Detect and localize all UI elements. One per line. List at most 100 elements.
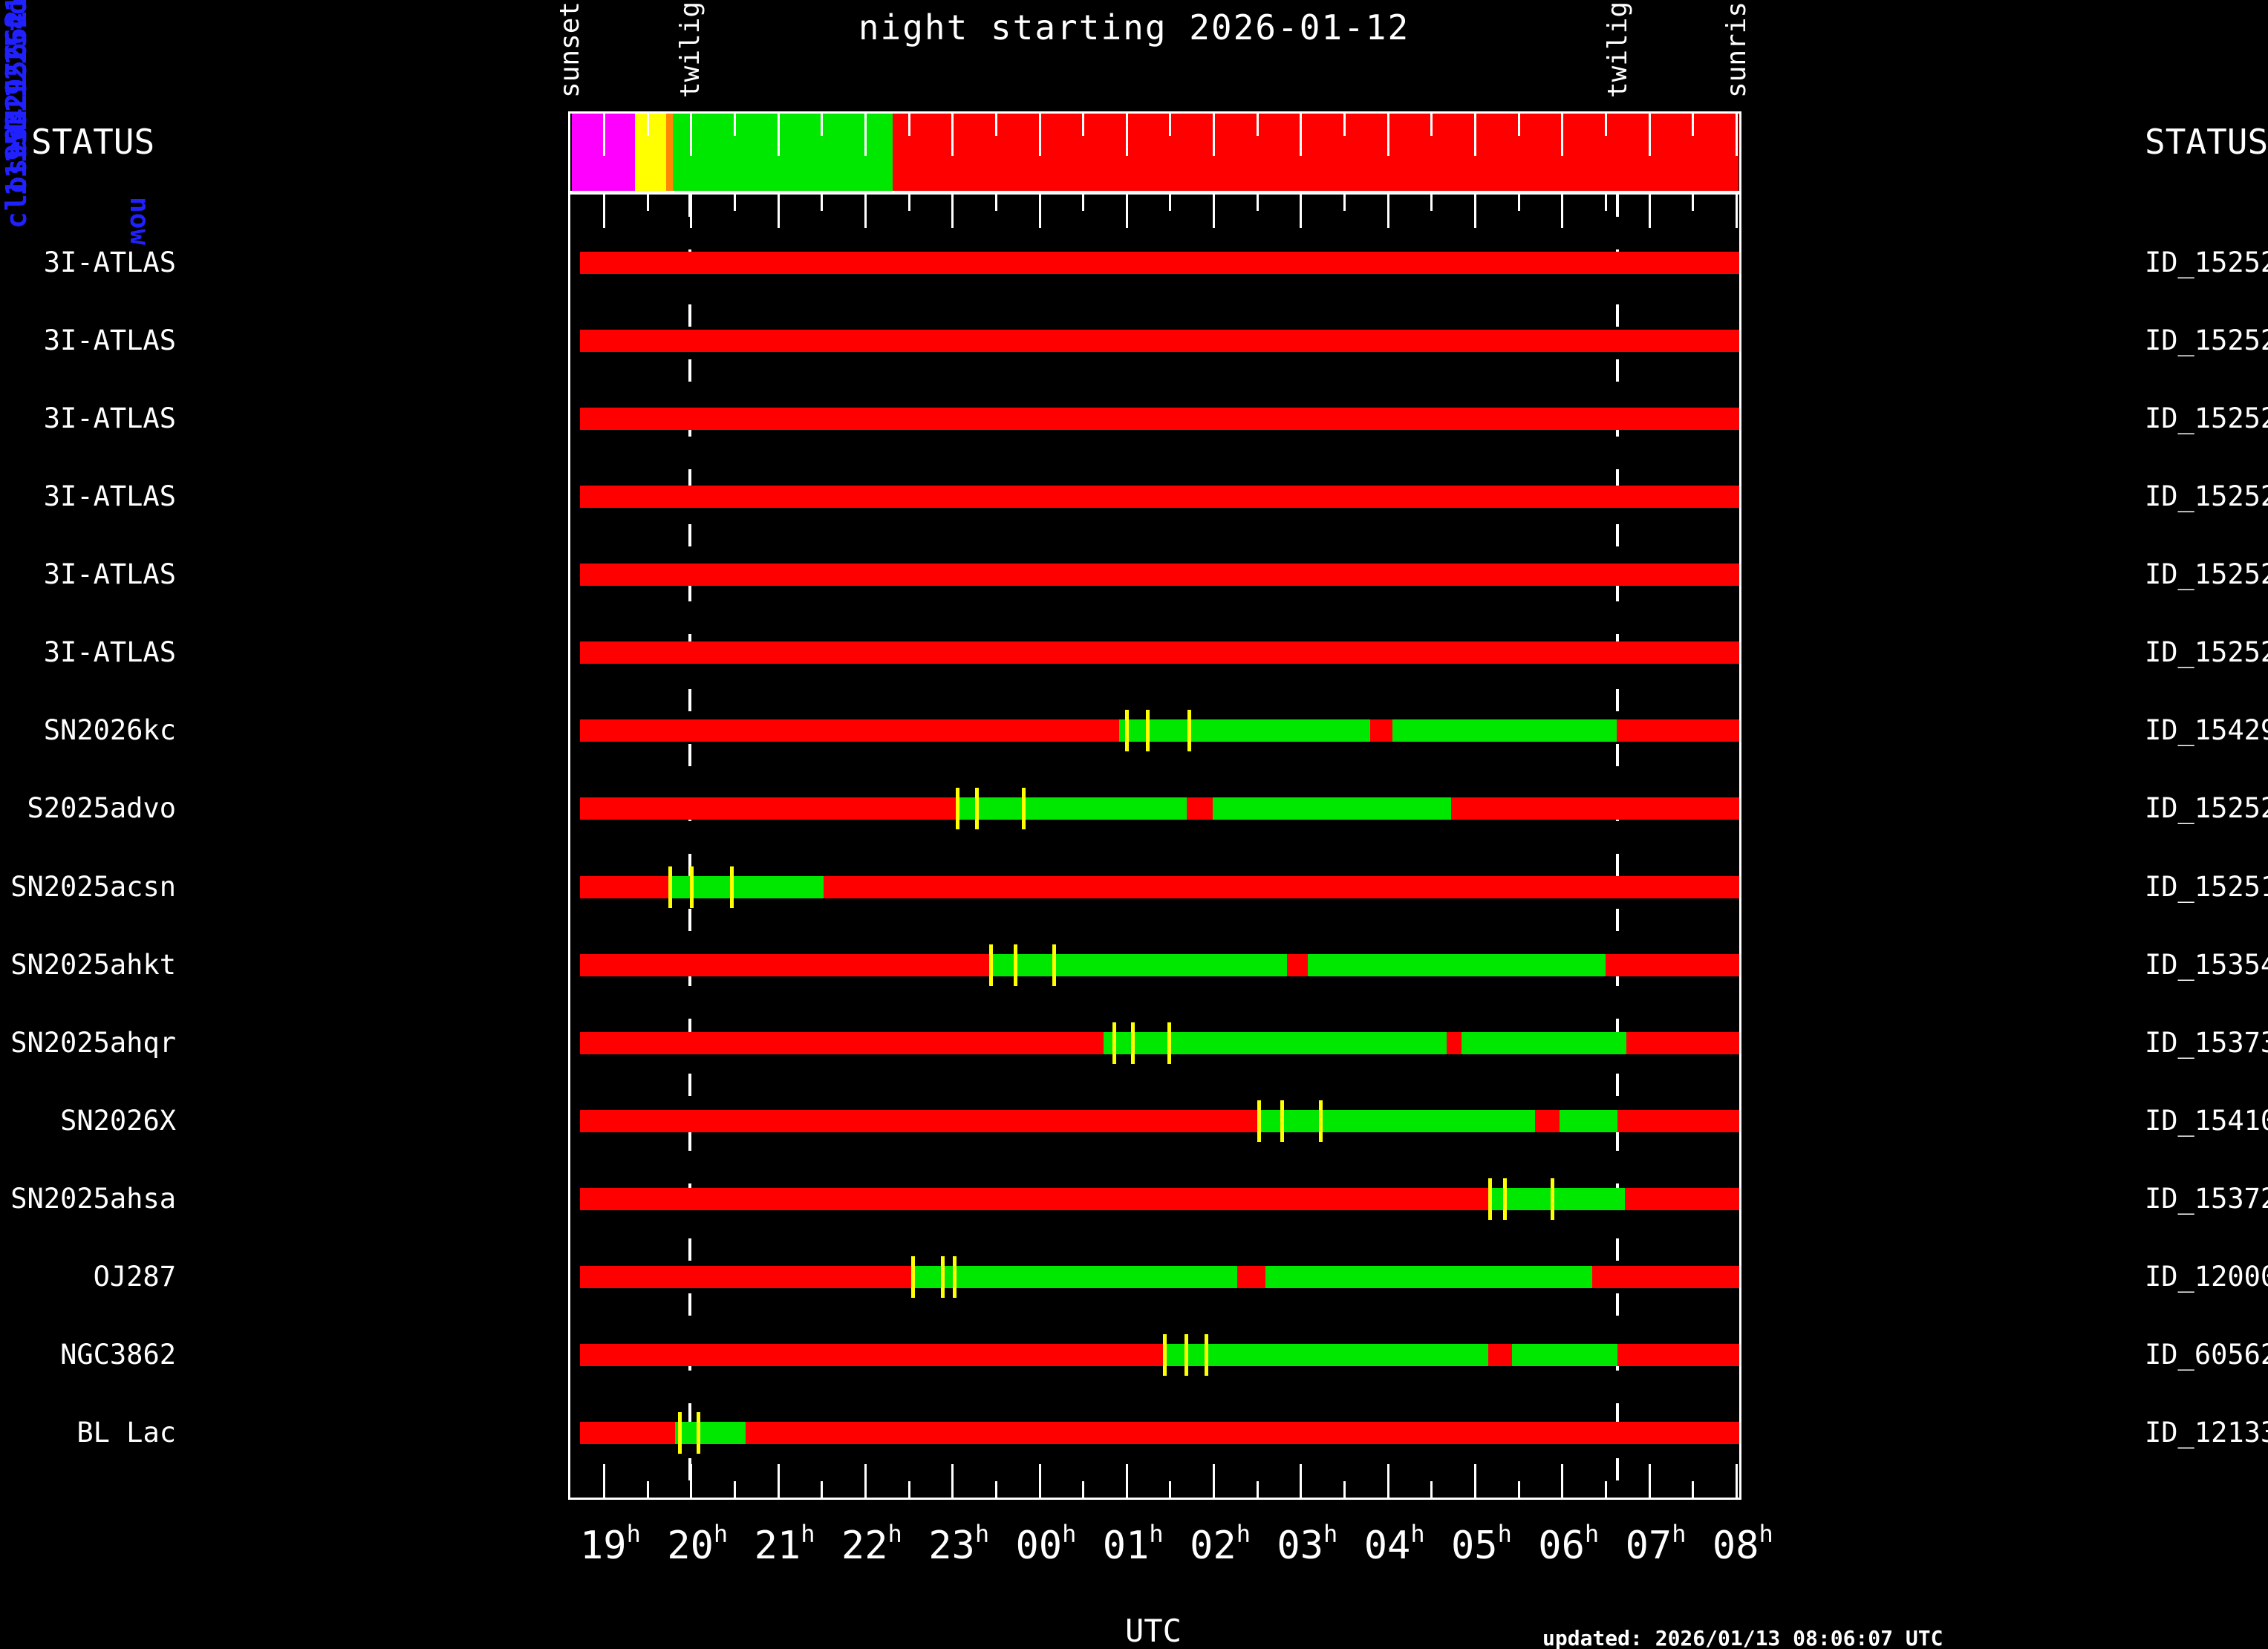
hour-number: 20: [667, 1524, 714, 1568]
frame-bottom-halfhour-tick: [1082, 1481, 1085, 1498]
frame-bottom-halfhour-tick: [907, 1481, 910, 1498]
target-label: SN2026kc: [43, 714, 176, 747]
scheduled-observation-mark: [952, 1255, 957, 1298]
statusbar-hour-tick: [1125, 114, 1128, 156]
proposal-id-label: ID_15252: [2145, 792, 2268, 825]
twilight-marker-label: twilight: [1603, 0, 1634, 98]
target-label: OJ287: [93, 1260, 176, 1293]
target-label: 3I-ATLAS: [43, 246, 176, 278]
hour-suffix: h: [1497, 1520, 1512, 1548]
hour-suffix: h: [887, 1520, 902, 1548]
statusbar-hour-tick: [603, 114, 605, 156]
statusbar-halfhour-tick: [907, 114, 910, 136]
proposal-id-label: ID_15410: [2145, 1104, 2268, 1137]
statusbar-halfhour-tick: [733, 114, 736, 136]
statusbar-hour-tick: [1735, 114, 1738, 156]
frame-top-hour-tick: [1735, 195, 1738, 228]
statusbar-hour-tick: [1474, 114, 1476, 156]
proposal-id-label: ID_15354: [2145, 948, 2268, 981]
frame-top-halfhour-tick: [821, 195, 824, 211]
proposal-id-label: ID_15429: [2145, 714, 2268, 747]
frame-top-hour-tick: [777, 195, 780, 228]
frame-bottom-hour-tick: [1213, 1464, 1216, 1498]
frame-bottom-halfhour-tick: [1256, 1481, 1259, 1498]
frame-bottom-halfhour-tick: [1430, 1481, 1433, 1498]
frame-bottom-hour-tick: [603, 1464, 605, 1498]
frame-top-halfhour-tick: [733, 195, 736, 211]
hour-suffix: h: [974, 1520, 990, 1548]
frame-top-hour-tick: [1213, 195, 1216, 228]
scheduled-observation-mark: [956, 788, 960, 830]
frame-top-halfhour-tick: [646, 195, 649, 211]
scheduled-observation-mark: [911, 1255, 916, 1298]
observable-window: [675, 1422, 746, 1445]
frame-top-halfhour-tick: [1517, 195, 1520, 211]
status-segment-closed: [893, 114, 1739, 191]
observable-window: [1104, 1031, 1447, 1054]
frame-top-hour-tick: [1474, 195, 1476, 228]
statusbar-label-closed: closed: [0, 122, 33, 229]
observable-window: [1257, 1109, 1535, 1132]
target-label: 3I-ATLAS: [43, 480, 176, 513]
x-axis-label: UTC: [1125, 1613, 1182, 1649]
target-label: 3I-ATLAS: [43, 636, 176, 669]
frame-bottom-halfhour-tick: [994, 1481, 997, 1498]
unobservable-bar: [580, 1109, 1739, 1132]
status-segment-transition: [666, 114, 673, 191]
observable-window: [1512, 1343, 1618, 1366]
observable-window: [1392, 719, 1617, 742]
frame-bottom-hour-tick: [1474, 1464, 1476, 1498]
scheduled-observation-mark: [988, 944, 993, 986]
hour-tick-label: 04h: [1364, 1520, 1425, 1570]
frame-top-hour-tick: [1561, 195, 1564, 228]
hour-tick-label: 21h: [755, 1520, 815, 1570]
twilight-line: [688, 195, 692, 1498]
hour-suffix: h: [1149, 1520, 1164, 1548]
plot-frame: [568, 192, 1741, 1500]
frame-top-halfhour-tick: [1430, 195, 1433, 211]
frame-top-halfhour-tick: [994, 195, 997, 211]
status-segment-focus: [635, 114, 667, 191]
proposal-id-label: ID_15252: [2145, 558, 2268, 591]
frame-top-halfhour-tick: [1604, 195, 1607, 211]
statusbar-hour-tick: [1038, 114, 1041, 156]
statusbar-halfhour-tick: [1430, 114, 1433, 136]
observable-window: [990, 953, 1287, 976]
statusbar-hour-tick: [951, 114, 954, 156]
scheduled-observation-mark: [941, 1255, 945, 1298]
hour-tick-label: 19h: [580, 1520, 641, 1570]
statusbar-hour-tick: [864, 114, 867, 156]
frame-bottom-halfhour-tick: [1692, 1481, 1695, 1498]
scheduled-observation-mark: [1052, 944, 1057, 986]
scheduled-observation-mark: [1257, 1100, 1262, 1142]
hour-tick-label: 07h: [1626, 1520, 1687, 1570]
frame-bottom-hour-tick: [864, 1464, 867, 1498]
frame-bottom-halfhour-tick: [1604, 1481, 1607, 1498]
unobservable-bar: [580, 1422, 1739, 1445]
statusbar-hour-tick: [1648, 114, 1651, 156]
hour-number: 08: [1712, 1524, 1759, 1568]
frame-bottom-hour-tick: [1300, 1464, 1303, 1498]
status-header-right: STATUS: [2145, 122, 2268, 162]
scheduled-observation-mark: [1187, 710, 1192, 752]
hour-suffix: h: [626, 1520, 641, 1548]
hour-suffix: h: [1236, 1520, 1251, 1548]
proposal-id-label: ID_15252: [2145, 246, 2268, 278]
proposal-id-label: ID_15252: [2145, 480, 2268, 513]
target-label: SN2025ahsa: [10, 1182, 176, 1215]
scheduled-observation-mark: [1124, 710, 1129, 752]
hour-tick-label: 23h: [928, 1520, 989, 1570]
status-segment-observing: [672, 114, 893, 191]
proposal-id-label: ID_12000: [2145, 1260, 2268, 1293]
frame-top-hour-tick: [1300, 195, 1303, 228]
frame-top-hour-tick: [864, 195, 867, 228]
statusbar-hour-tick: [1386, 114, 1389, 156]
frame-bottom-halfhour-tick: [646, 1481, 649, 1498]
scheduled-observation-mark: [1487, 1178, 1492, 1220]
frame-top-hour-tick: [1648, 195, 1651, 228]
hour-suffix: h: [1323, 1520, 1338, 1548]
scheduled-observation-mark: [1112, 1022, 1117, 1064]
sunset-marker-label: sunset: [555, 1, 586, 98]
page-title: night starting 2026-01-12: [858, 7, 1410, 48]
frame-top-hour-tick: [1125, 195, 1128, 228]
